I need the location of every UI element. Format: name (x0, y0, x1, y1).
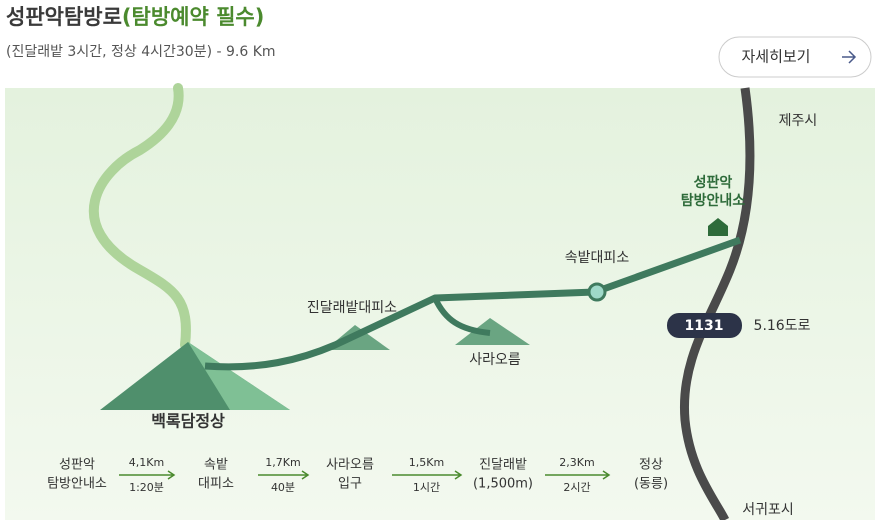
shelter-marker (587, 282, 607, 302)
summit-mountain-light (188, 342, 290, 410)
road-badge (667, 313, 742, 338)
old-trail (88, 83, 191, 350)
segment-time: 1시간 (413, 481, 440, 494)
title-note: (탐방예약 필수) (122, 5, 264, 29)
map-label: 진달래밭대피소 (307, 300, 397, 316)
map-label: 백록담정상 (151, 412, 225, 431)
segment-distance: 4,1Km (129, 456, 164, 469)
segment-arrow (392, 470, 463, 480)
subtitle: (진달래밭 3시간, 정상 4시간30분) - 9.6 Km (6, 44, 276, 60)
segment-distance: 1,7Km (265, 456, 300, 469)
map-label: 탐방안내소 (681, 192, 746, 209)
segment-distance: 2,3Km (559, 456, 594, 469)
route-stop: 입구 (338, 477, 362, 492)
route-stop: (동릉) (634, 477, 668, 492)
segment-arrow (119, 470, 176, 480)
route-stop: (1,500m) (473, 477, 533, 492)
map-label: 5.16도로 (754, 318, 811, 334)
segment-arrow (258, 470, 310, 480)
road-number: 1131 (685, 318, 724, 334)
title: 성판악탐방로(탐방예약 필수) (6, 5, 264, 29)
route-stop: 사라오름 (326, 458, 374, 473)
button-frame[interactable] (718, 36, 872, 78)
title-main: 성판악탐방로 (6, 5, 122, 29)
segment-distance: 1,5Km (409, 456, 444, 469)
branch-trail (432, 296, 491, 336)
route-stop: 대피소 (198, 477, 234, 492)
arrow-icon[interactable] (842, 50, 857, 64)
route-stop: 진달래밭 (479, 458, 527, 473)
segment-time: 1:20분 (129, 481, 164, 494)
segment-time: 2시간 (563, 481, 590, 494)
route-stop: 속밭 (204, 458, 228, 473)
map-label: 서귀포시 (742, 502, 794, 518)
trail (204, 236, 742, 371)
house-icon (708, 218, 728, 236)
button-label[interactable]: 자세히보기 (741, 48, 810, 66)
route-stop: 성판악 (59, 458, 95, 473)
detail-button[interactable]: 자세히보기 (718, 36, 872, 78)
segment-time: 40분 (271, 481, 295, 494)
hill (455, 318, 530, 345)
route-stop: 탐방안내소 (47, 477, 107, 492)
map-label: 속밭대피소 (565, 250, 630, 266)
map-label: 성판악 (694, 174, 733, 191)
map-label: 사라오름 (469, 352, 521, 368)
map-label: 제주시 (779, 113, 818, 129)
segment-arrow (545, 470, 611, 480)
route-stop: 정상 (639, 458, 663, 473)
